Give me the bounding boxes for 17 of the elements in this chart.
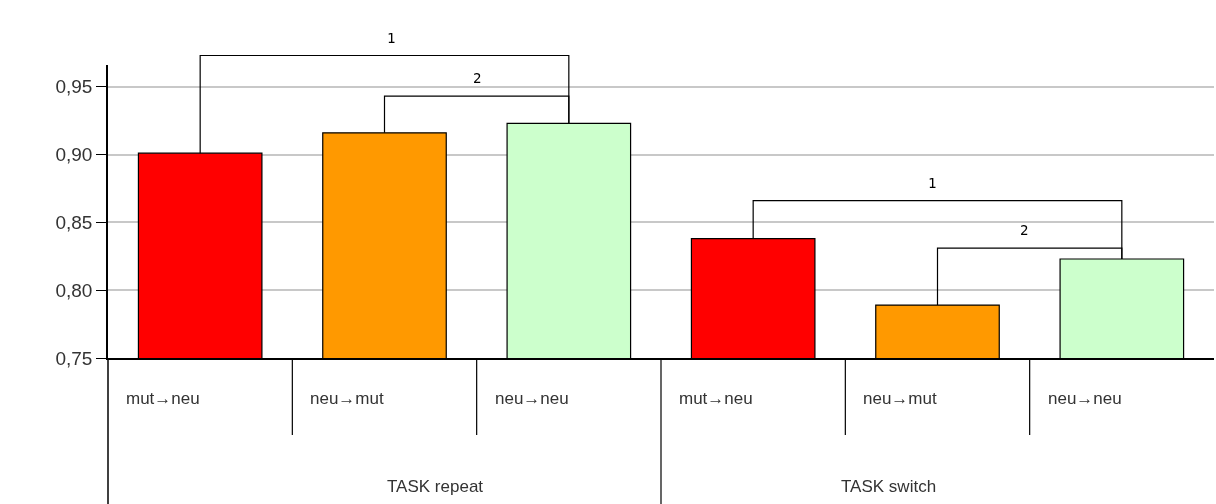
text: TASK switch <box>841 477 937 496</box>
annotation: 1 <box>928 175 937 191</box>
x-tick-label: neu→mut <box>310 389 384 408</box>
x-tick-label: neu→mut <box>863 389 937 408</box>
y-tick-label: 0,75 <box>55 347 93 369</box>
y-tick-label: 0,95 <box>55 76 93 98</box>
x-tick-label: mut→neu <box>679 389 753 408</box>
y-tick-label: 0,90 <box>55 144 93 166</box>
annotation: 2 <box>1020 222 1029 238</box>
x-tick-label: mut→neu <box>126 389 200 408</box>
text: 1 <box>387 30 396 46</box>
text: TASK repeat <box>387 477 484 496</box>
x-tick-label: neu→neu <box>1048 389 1122 408</box>
y-tick-label: 0,80 <box>55 279 93 301</box>
annotation: 2 <box>473 70 482 86</box>
y-tick-label: 0,85 <box>55 212 93 233</box>
x-tick-label: neu→neu <box>495 389 569 408</box>
